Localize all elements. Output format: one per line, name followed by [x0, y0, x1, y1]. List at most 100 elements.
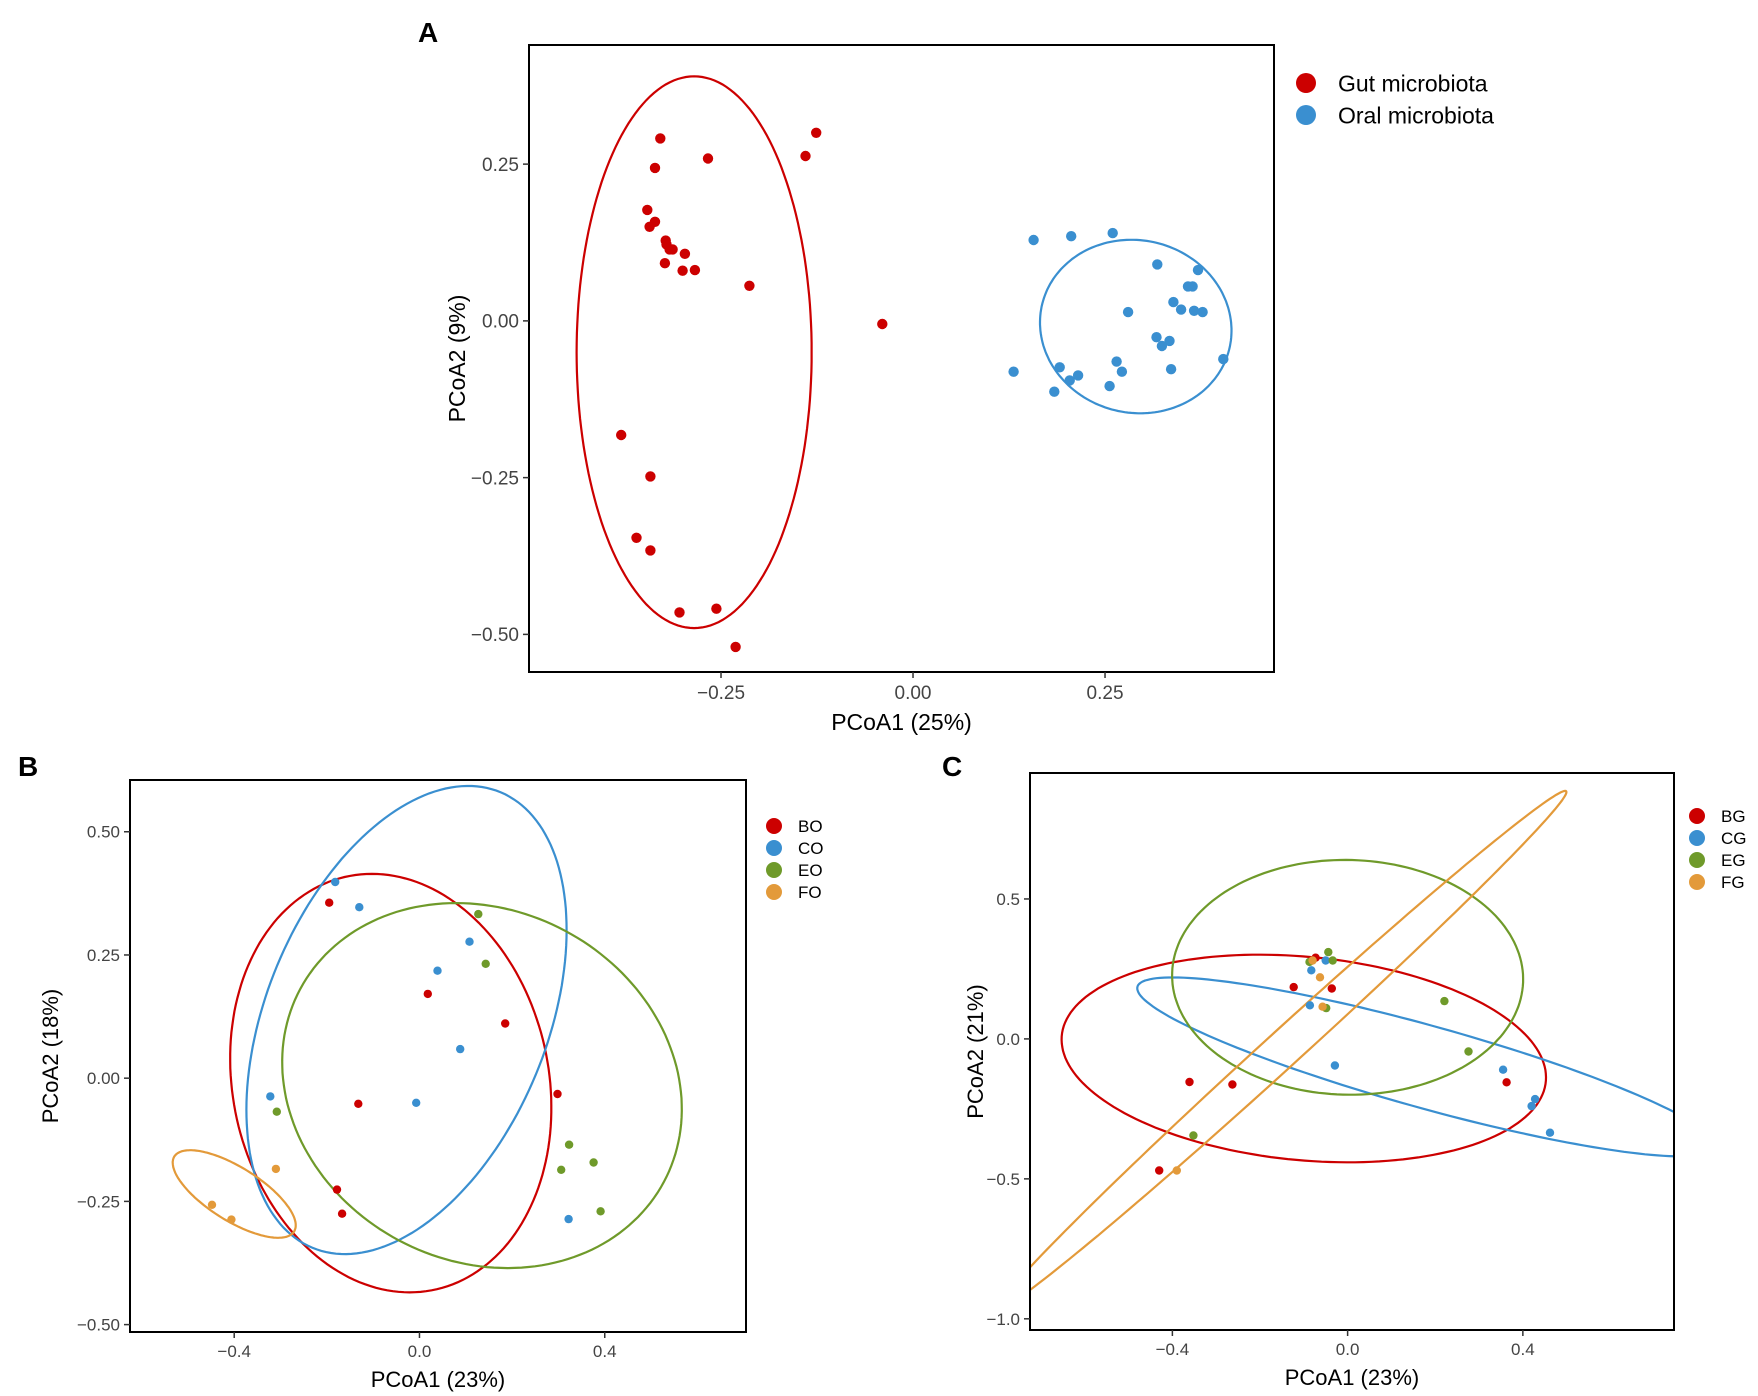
legend-swatch — [766, 840, 782, 856]
y-tick-label: 0.5 — [996, 890, 1020, 909]
data-point-gut-microbiota — [744, 280, 755, 291]
y-tick-label: 0.0 — [996, 1030, 1020, 1049]
ellipse-co — [245, 784, 568, 1256]
ellipse-cg — [1136, 976, 1674, 1158]
data-point-oral-microbiota — [1008, 366, 1019, 377]
data-point-gut-microbiota — [645, 545, 656, 556]
legend-label: CG — [1721, 829, 1747, 848]
data-point-oral-microbiota — [1107, 227, 1118, 239]
x-tick-label: 0.4 — [1511, 1340, 1535, 1359]
ellipse-oral-microbiota — [1038, 238, 1233, 415]
panel-letter: B — [18, 751, 38, 782]
data-point-oral-microbiota — [1175, 304, 1187, 315]
data-point-oral-microbiota — [1168, 296, 1179, 308]
data-point-oral-microbiota — [1188, 305, 1200, 316]
data-point-bg — [1289, 982, 1298, 992]
data-point-eg — [1189, 1131, 1198, 1140]
data-point-co — [412, 1098, 421, 1108]
data-point-co — [564, 1214, 573, 1224]
data-point-bo — [332, 1185, 342, 1194]
data-point-cg — [1545, 1128, 1555, 1137]
panel-a: A −0.25 0.00 0.25 −0.50 −0.25 0.00 0.25 PCoA1 (2… — [418, 17, 1494, 735]
data-point-fg — [1308, 956, 1317, 965]
legend-label: BG — [1721, 807, 1746, 826]
data-point-oral-microbiota — [1049, 386, 1060, 397]
ellipse-bg — [1060, 953, 1548, 1164]
y-tick-label: −0.25 — [471, 468, 519, 489]
panel-letter: C — [942, 751, 962, 782]
data-point-cg — [1498, 1065, 1508, 1074]
panel-letter: A — [418, 17, 438, 48]
x-tick-label: −0.4 — [217, 1342, 251, 1361]
data-point-oral-microbiota — [1054, 362, 1065, 373]
y-tick-label: −0.5 — [986, 1170, 1020, 1189]
y-axis-label: PCoA2 (9%) — [444, 295, 470, 423]
data-point-oral-microbiota — [1218, 353, 1229, 365]
data-point-gut-microbiota — [679, 248, 691, 259]
ellipse-fg — [1030, 789, 1568, 1292]
x-axis-label: PCoA1 (23%) — [371, 1367, 506, 1392]
data-point-oral-microbiota — [1116, 366, 1128, 377]
data-point-oral-microbiota — [1192, 264, 1204, 276]
data-point-eo — [589, 1158, 598, 1167]
ellipse-bo — [229, 872, 553, 1294]
y-tick-label: 0.00 — [482, 312, 519, 333]
y-tick-label: 0.50 — [87, 823, 120, 842]
data-point-gut-microbiota — [616, 429, 627, 441]
data-point-oral-microbiota — [1197, 306, 1208, 318]
data-point-cg — [1527, 1101, 1536, 1111]
data-point-cg — [1530, 1094, 1540, 1104]
x-axis-label: PCoA1 (25%) — [831, 709, 972, 735]
data-point-fg — [1318, 1002, 1327, 1011]
x-tick-label: 0.4 — [593, 1342, 617, 1361]
data-point-oral-microbiota — [1072, 370, 1084, 381]
legend-label: EG — [1721, 851, 1746, 870]
data-point-eo — [474, 909, 483, 919]
data-point-cg — [1307, 966, 1316, 975]
y-tick-label: −0.50 — [77, 1316, 120, 1335]
data-point-gut-microbiota — [800, 150, 811, 162]
plot-area — [171, 784, 683, 1294]
y-tick-label: 0.25 — [482, 155, 519, 176]
x-tick-label: 0.25 — [1087, 683, 1124, 704]
y-tick-label: −0.25 — [77, 1192, 120, 1211]
ellipse-fo — [171, 1149, 297, 1239]
legend-label: CO — [798, 839, 824, 858]
legend: BO CO EO FO — [766, 817, 824, 902]
ellipse-eg — [1170, 858, 1525, 1096]
data-point-oral-microbiota — [1064, 375, 1075, 386]
legend-label: BO — [798, 817, 823, 836]
data-point-gut-microbiota — [655, 133, 666, 144]
data-point-gut-microbiota — [730, 641, 741, 653]
x-tick-label: −0.25 — [697, 683, 745, 704]
plot-area — [1030, 789, 1674, 1292]
data-point-co — [266, 1092, 275, 1101]
panel-b: B −0.4 0.0 0.4 −0.50 −0.25 0.00 0.25 0.50 PCoA1 (… — [18, 751, 824, 1392]
legend-swatch — [1296, 105, 1316, 125]
data-point-eo — [272, 1107, 281, 1116]
data-point-oral-microbiota — [1122, 306, 1134, 318]
data-point-fg — [1315, 973, 1325, 982]
data-point-bo — [337, 1209, 347, 1218]
data-point-eg — [1328, 956, 1337, 965]
data-point-oral-microbiota — [1066, 231, 1077, 242]
data-point-oral-microbiota — [1104, 380, 1115, 392]
data-point-eo — [596, 1207, 605, 1216]
data-point-gut-microbiota — [677, 265, 688, 276]
data-point-oral-microbiota — [1152, 259, 1163, 270]
data-point-oral-microbiota — [1151, 332, 1162, 343]
x-tick-label: −0.4 — [1156, 1340, 1190, 1359]
data-point-co — [465, 937, 474, 946]
data-point-gut-microbiota — [649, 162, 661, 174]
data-point-fo — [227, 1215, 236, 1224]
data-point-eg — [1464, 1047, 1473, 1056]
x-axis-label: PCoA1 (23%) — [1285, 1365, 1420, 1390]
legend-label: Gut microbiota — [1338, 70, 1488, 96]
data-point-gut-microbiota — [642, 204, 653, 216]
y-tick-label: −0.50 — [471, 625, 519, 646]
legend: Gut microbiota Oral microbiota — [1296, 70, 1494, 128]
data-point-gut-microbiota — [689, 264, 701, 276]
legend: BG CG EG FG — [1689, 807, 1747, 892]
legend-label: FG — [1721, 873, 1745, 892]
